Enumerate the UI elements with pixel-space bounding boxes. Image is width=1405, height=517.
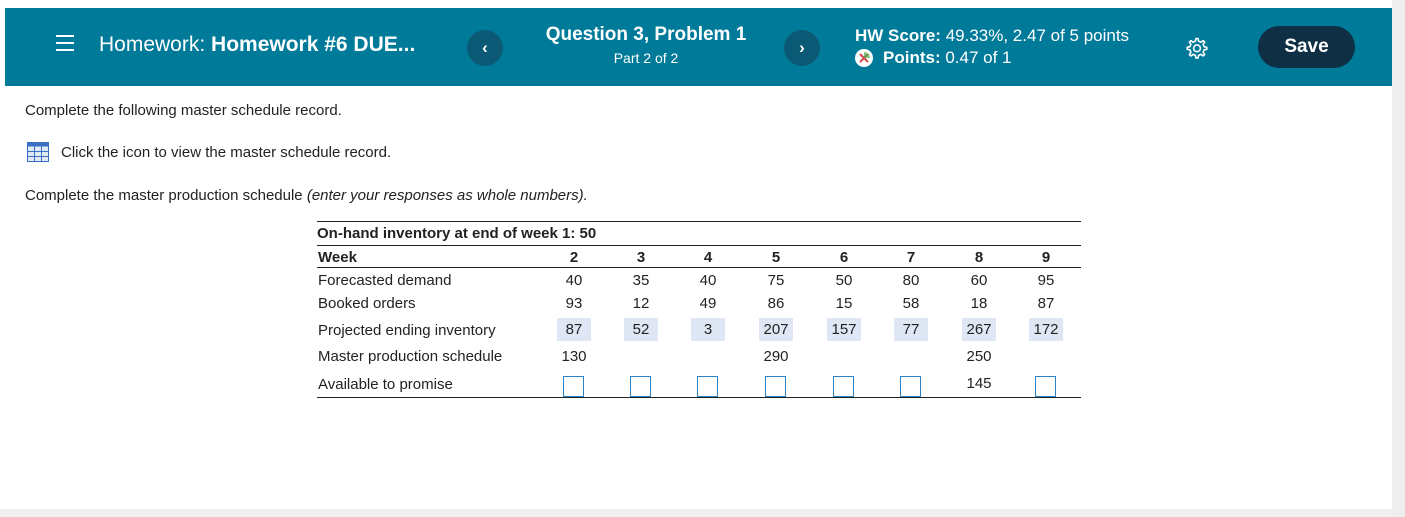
scrollbar[interactable] [1392,0,1405,517]
projected-inventory-row: Projected ending inventory 87 52 3 207 157 77… [317,316,1081,343]
view-record-link[interactable]: Click the icon to view the master schedu… [27,142,391,162]
homework-prefix: Homework: [99,33,206,56]
question-title: Question 3, Problem 1 [545,24,747,45]
forecast-cell: 95 [1037,272,1055,289]
save-button[interactable]: Save [1258,26,1355,68]
week-header-cell: 9 [1041,249,1051,266]
week-header-row: Week 2 3 4 5 6 7 8 9 [317,245,1081,268]
hamburger-menu-icon[interactable] [56,35,74,51]
row-label: Projected ending inventory [318,322,496,339]
atp-cell: 145 [966,375,992,392]
points-value: 0.47 of 1 [945,48,1012,67]
projected-cell[interactable]: 267 [962,318,996,341]
points: Points: 0.47 of 1 [855,48,1012,68]
booked-cell: 15 [835,295,853,312]
row-label: Booked orders [318,295,416,312]
hw-score: HW Score: 49.33%, 2.47 of 5 points [855,26,1129,46]
instruction-text: Complete the following master schedule r… [25,102,342,119]
projected-cell[interactable]: 77 [894,318,928,341]
task-instruction: Complete the master production schedule … [25,187,588,204]
forecast-cell: 80 [902,272,920,289]
atp-answer-input[interactable] [833,376,854,397]
forecast-cell: 50 [835,272,853,289]
projected-cell[interactable]: 52 [624,318,658,341]
week-label: Week [318,249,357,266]
settings-gear-icon[interactable] [1184,36,1208,60]
table-top-rule [317,221,1081,222]
top-bar: Homework: Homework #6 DUE... ‹ Question … [5,8,1392,86]
atp-answer-input[interactable] [630,376,651,397]
hw-score-value: 49.33%, 2.47 of 5 points [945,26,1130,45]
partial-credit-icon [855,49,873,67]
booked-cell: 18 [970,295,988,312]
booked-cell: 49 [699,295,717,312]
week-header-cell: 6 [839,249,849,266]
forecast-cell: 40 [565,272,583,289]
previous-question-button[interactable]: ‹ [467,30,503,66]
forecast-cell: 40 [699,272,717,289]
hw-score-label: HW Score: [855,26,941,45]
booked-cell: 93 [565,295,583,312]
atp-answer-input[interactable] [1035,376,1056,397]
forecast-cell: 75 [767,272,785,289]
master-schedule-table: On-hand inventory at end of week 1: 50 W… [317,221,1081,398]
forecast-cell: 35 [632,272,650,289]
week-header-cell: 3 [636,249,646,266]
homework-name: Homework #6 DUE... [211,33,416,56]
atp-row: Available to promise 145 [317,369,1081,398]
mps-row: Master production schedule 130 290 250 [317,343,1081,369]
projected-cell[interactable]: 157 [827,318,861,341]
homework-title[interactable]: Homework: Homework #6 DUE... [99,33,415,57]
question-part: Part 2 of 2 [613,50,679,66]
mps-cell: 250 [966,348,992,365]
atp-answer-input[interactable] [563,376,584,397]
week-header-cell: 5 [771,249,781,266]
forecasted-demand-row: Forecasted demand 40 35 40 75 50 80 60 95 [317,268,1081,292]
task-hint: (enter your responses as whole numbers). [306,187,588,204]
booked-orders-row: Booked orders 93 12 49 86 15 58 18 87 [317,292,1081,316]
next-question-button[interactable]: › [784,30,820,66]
week-header-cell: 7 [906,249,916,266]
projected-cell[interactable]: 172 [1029,318,1063,341]
projected-cell[interactable]: 87 [557,318,591,341]
projected-cell[interactable]: 207 [759,318,793,341]
atp-answer-input[interactable] [900,376,921,397]
row-label: Forecasted demand [318,272,452,289]
forecast-cell: 60 [970,272,988,289]
row-label: Available to promise [318,376,453,393]
atp-answer-input[interactable] [765,376,786,397]
view-record-text: Click the icon to view the master schedu… [61,143,392,161]
task-instruction-text: Complete the master production schedule [25,187,307,204]
mps-cell: 130 [561,348,587,365]
booked-cell: 12 [632,295,650,312]
data-table-icon[interactable] [27,142,49,162]
booked-cell: 87 [1037,295,1055,312]
week-header-cell: 4 [703,249,713,266]
row-label: Master production schedule [318,348,503,365]
week-header-cell: 8 [974,249,984,266]
points-label: Points: [883,48,941,67]
booked-cell: 86 [767,295,785,312]
onhand-inventory: On-hand inventory at end of week 1: 50 [317,225,597,242]
bottom-strip [0,509,1392,517]
mps-cell: 290 [763,348,789,365]
week-header-cell: 2 [569,249,579,266]
atp-answer-input[interactable] [697,376,718,397]
projected-cell[interactable]: 3 [691,318,725,341]
booked-cell: 58 [902,295,920,312]
